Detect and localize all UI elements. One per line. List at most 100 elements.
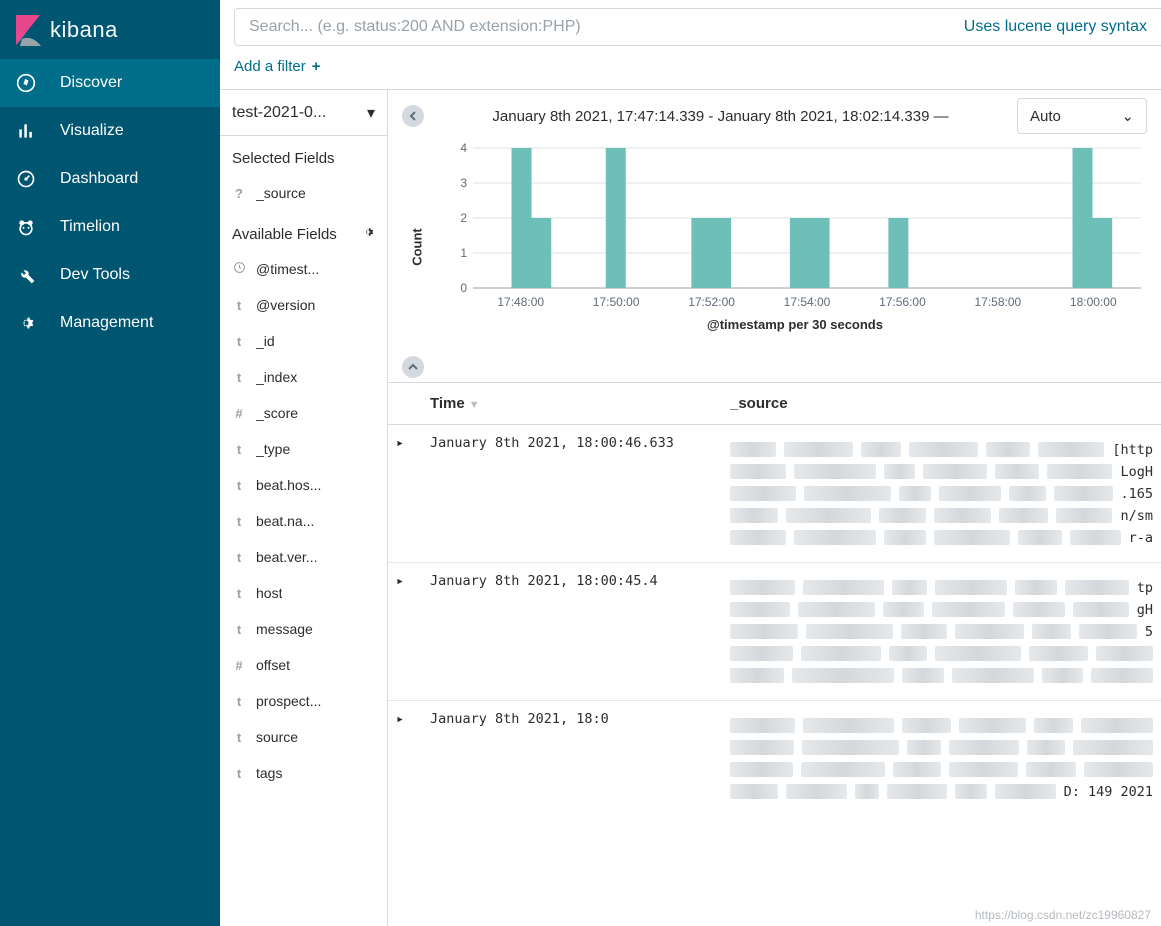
table-row: ▸ January 8th 2021, 18:00:46.633[httpLogH… [388,425,1161,563]
svg-text:17:58:00: 17:58:00 [974,295,1021,309]
expand-row-icon[interactable]: ▸ [396,711,404,727]
field-beat-hos---[interactable]: tbeat.hos... [220,467,387,503]
main-area: Search... (e.g. status:200 AND extension… [220,0,1161,926]
field--source[interactable]: ?_source [220,175,387,211]
field-type-icon: t [232,730,246,745]
time-header: January 8th 2021, 17:47:14.339 - January… [388,90,1161,142]
field-tags[interactable]: ttags [220,755,387,791]
field-type-icon: t [232,298,246,313]
plus-icon: + [312,58,321,75]
field-type-icon: t [232,550,246,565]
barchart-icon [16,121,38,141]
field-type-icon: t [232,442,246,457]
table-row: ▸ January 8th 2021, 18:00:45.4tpgH5 [388,563,1161,701]
selected-fields-heading: Selected Fields [220,136,387,175]
field-beat-na---[interactable]: tbeat.na... [220,503,387,539]
svg-text:18:00:00: 18:00:00 [1070,295,1117,309]
svg-text:17:50:00: 17:50:00 [593,295,640,309]
field-type-icon: t [232,586,246,601]
nav-item-dev-tools[interactable]: Dev Tools [0,251,220,299]
histogram-chart: Count 0123417:48:0017:50:0017:52:0017:54… [388,142,1161,352]
collapse-up-icon[interactable] [402,356,424,378]
table-row: ▸ January 8th 2021, 18:0D: 149 2021 [388,701,1161,817]
chevron-down-icon: ⌄ [1121,107,1134,125]
svg-text:17:52:00: 17:52:00 [688,295,735,309]
row-time: January 8th 2021, 18:00:46.633 [422,425,722,563]
chart-x-label: @timestamp per 30 seconds [443,317,1147,332]
svg-text:2: 2 [460,211,467,225]
search-placeholder: Search... (e.g. status:200 AND extension… [249,18,581,36]
time-col-header[interactable]: Time▼ [422,383,722,425]
wrench-icon [16,265,38,285]
index-pattern-select[interactable]: test-2021-0... ▾ [220,90,387,136]
row-source: D: 149 2021 [722,701,1161,817]
sort-caret-icon: ▼ [469,399,480,411]
filter-row: Add a filter + [220,46,1161,90]
chart-svg[interactable]: 0123417:48:0017:50:0017:52:0017:54:0017:… [443,142,1147,312]
field--timest---[interactable]: @timest... [220,251,387,287]
gear-icon[interactable] [361,225,375,243]
svg-text:1: 1 [460,246,467,260]
interval-select[interactable]: Auto ⌄ [1017,98,1147,134]
available-fields-heading: Available Fields [220,211,387,251]
logo-row: kibana [0,0,220,59]
expand-row-icon[interactable]: ▸ [396,435,404,451]
add-filter-button[interactable]: Add a filter + [234,58,320,75]
field--id[interactable]: t_id [220,323,387,359]
svg-text:3: 3 [460,176,467,190]
nav-item-timelion[interactable]: Timelion [0,203,220,251]
search-row: Search... (e.g. status:200 AND extension… [220,0,1161,46]
caret-down-icon: ▾ [367,103,375,123]
field-offset[interactable]: #offset [220,647,387,683]
field-source[interactable]: tsource [220,719,387,755]
chart-y-label: Count [409,228,424,266]
search-input[interactable]: Search... (e.g. status:200 AND extension… [234,8,1161,46]
nav-item-dashboard[interactable]: Dashboard [0,155,220,203]
field-type-icon: # [232,658,246,673]
field-type-icon [232,261,246,277]
field-host[interactable]: thost [220,575,387,611]
expand-col-header [388,383,422,425]
expand-row-icon[interactable]: ▸ [396,573,404,589]
syntax-help-link[interactable]: Uses lucene query syntax [964,18,1147,36]
svg-text:0: 0 [460,281,467,295]
svg-text:17:54:00: 17:54:00 [784,295,831,309]
field-type-icon: t [232,478,246,493]
field--version[interactable]: t@version [220,287,387,323]
bear-icon [16,217,38,237]
gauge-icon [16,169,38,189]
sidebar-nav: kibana DiscoverVisualizeDashboardTimelio… [0,0,220,926]
results-table: Time▼ _source ▸ January 8th 2021, 18:00:4… [388,382,1161,926]
field-type-icon: t [232,514,246,529]
row-source: [httpLogH.165n/smr-a [722,425,1161,563]
discover-content: January 8th 2021, 17:47:14.339 - January… [388,90,1161,926]
field-beat-ver---[interactable]: tbeat.ver... [220,539,387,575]
field--index[interactable]: t_index [220,359,387,395]
collapse-left-icon[interactable] [402,105,424,127]
row-source: tpgH5 [722,563,1161,701]
field--type[interactable]: t_type [220,431,387,467]
field-type-icon: t [232,694,246,709]
field-type-icon: # [232,406,246,421]
field-type-icon: t [232,370,246,385]
watermark-text: https://blog.csdn.net/zc19960827 [975,908,1151,922]
field--score[interactable]: #_score [220,395,387,431]
nav-item-management[interactable]: Management [0,299,220,347]
nav-item-visualize[interactable]: Visualize [0,107,220,155]
field-prospect---[interactable]: tprospect... [220,683,387,719]
field-type-icon: ? [232,186,246,201]
svg-text:17:56:00: 17:56:00 [879,295,926,309]
row-time: January 8th 2021, 18:00:45.4 [422,563,722,701]
field-type-icon: t [232,622,246,637]
field-type-icon: t [232,334,246,349]
svg-text:17:48:00: 17:48:00 [497,295,544,309]
field-type-icon: t [232,766,246,781]
brand-text: kibana [50,17,118,43]
field-message[interactable]: tmessage [220,611,387,647]
row-time: January 8th 2021, 18:0 [422,701,722,817]
time-range-text: January 8th 2021, 17:47:14.339 - January… [436,108,1005,125]
compass-icon [16,73,38,93]
nav-item-discover[interactable]: Discover [0,59,220,107]
source-col-header[interactable]: _source [722,383,1161,425]
gear-icon [16,313,38,333]
